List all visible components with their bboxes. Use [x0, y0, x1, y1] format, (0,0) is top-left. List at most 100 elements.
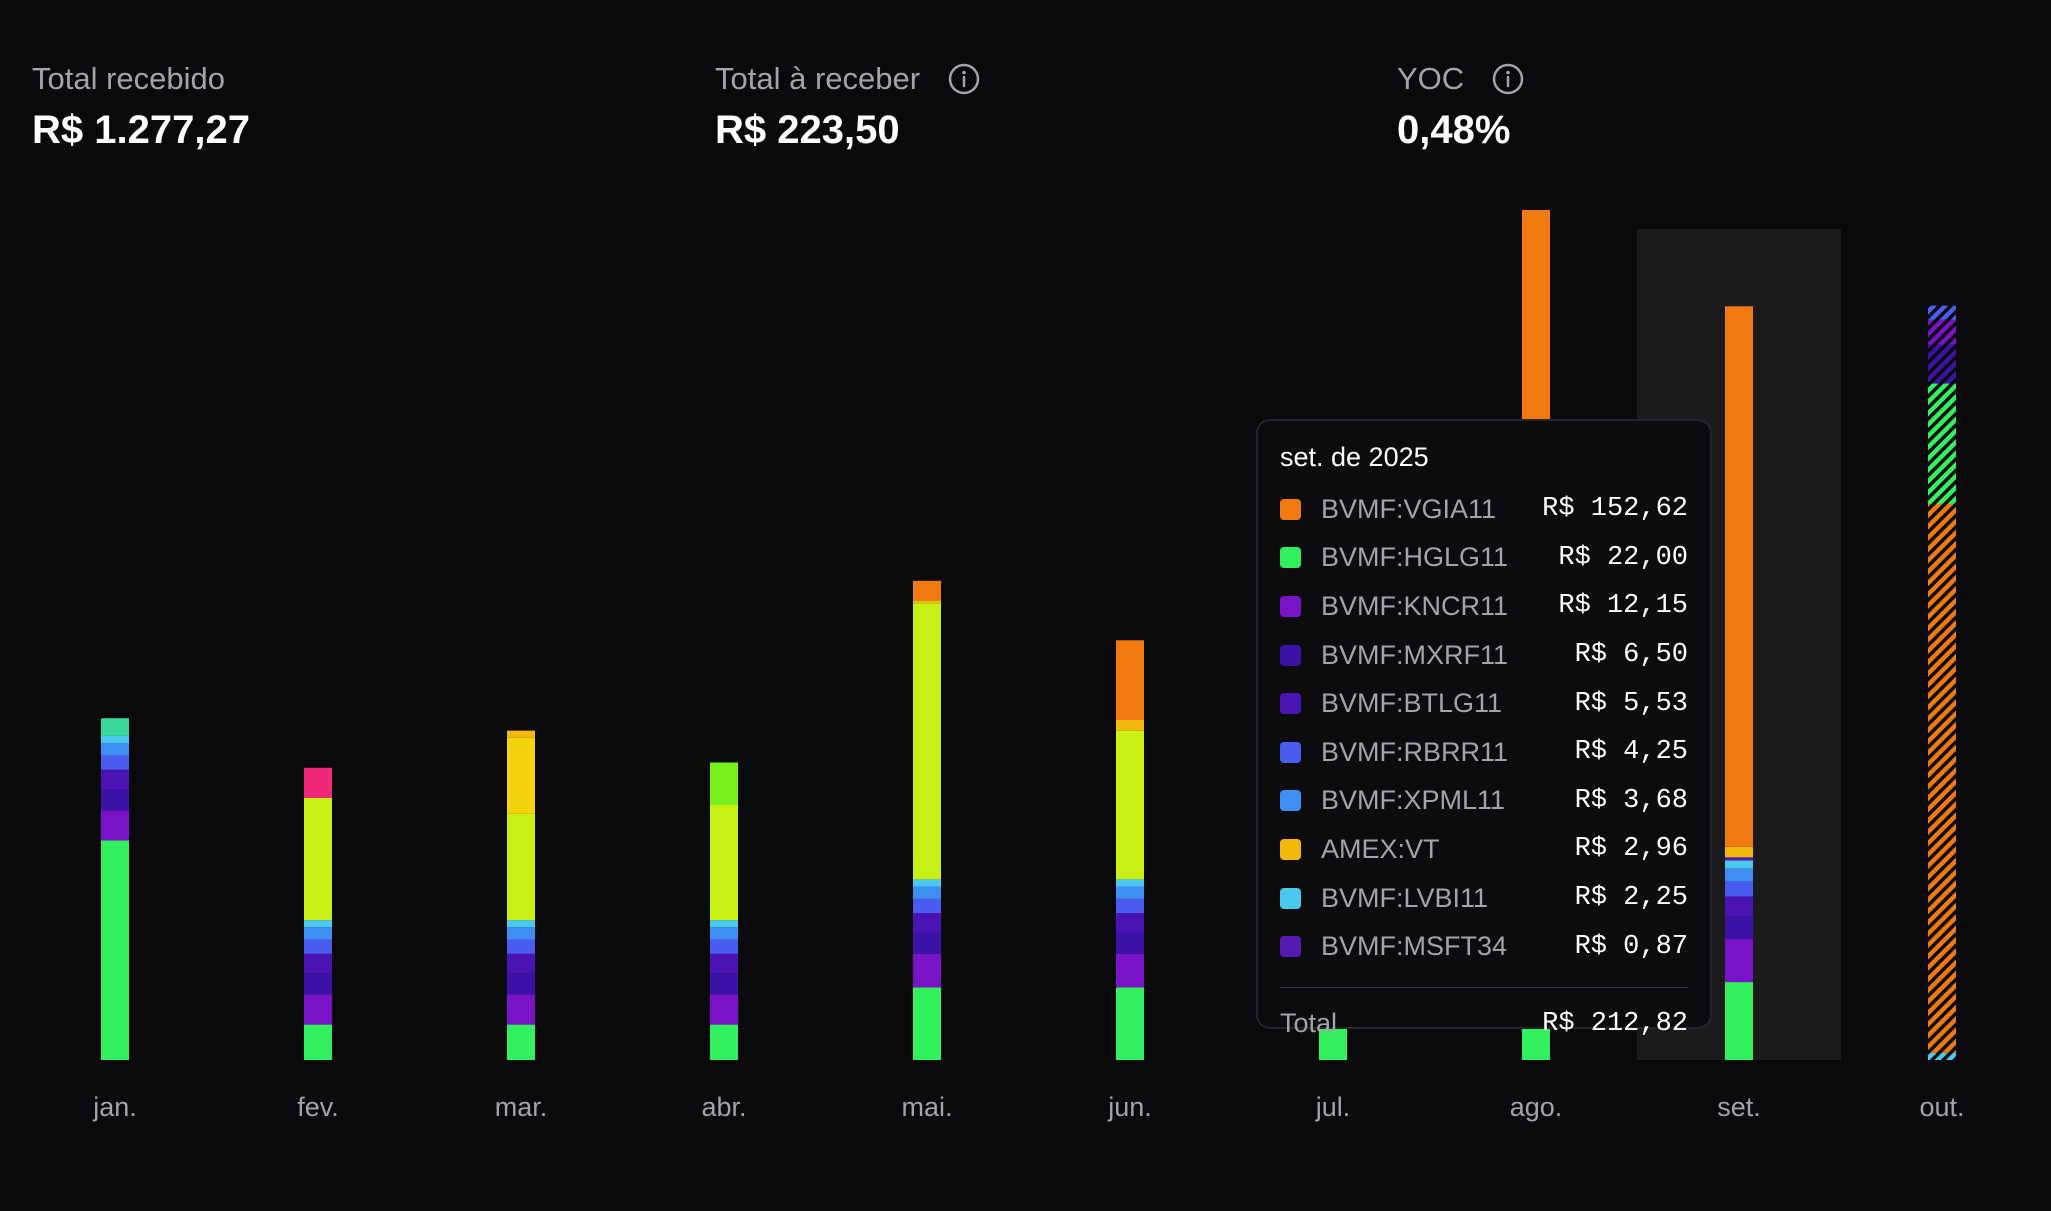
bar-segment[interactable]	[507, 920, 535, 928]
bar-segment[interactable]	[304, 920, 332, 928]
bar-segment[interactable]	[913, 879, 941, 887]
tooltip-row-name: BVMF:KNCR11	[1321, 590, 1509, 621]
bar-segment[interactable]	[101, 840, 129, 1060]
bar-segment[interactable]	[507, 813, 535, 921]
bar-segment[interactable]	[1116, 879, 1144, 887]
stat-yoc-label: YOC	[1397, 61, 1465, 96]
legend-swatch	[1280, 547, 1301, 569]
bar-segment[interactable]	[101, 718, 129, 736]
tooltip-row-name: BVMF:MXRF11	[1321, 639, 1509, 670]
bar-segment[interactable]	[913, 580, 941, 601]
bar-segment[interactable]	[1116, 913, 1144, 933]
bar-segment[interactable]	[304, 973, 332, 995]
bar-segment[interactable]	[1116, 730, 1144, 880]
bar-segment[interactable]	[710, 927, 738, 940]
bar-segment[interactable]	[507, 994, 535, 1025]
tooltip-row-value: R$ 0,87	[1574, 931, 1688, 962]
bar-segment[interactable]	[1116, 640, 1144, 720]
tooltip-divider	[1280, 986, 1688, 988]
x-tick-label: mar.	[495, 1092, 548, 1122]
bar-segment[interactable]	[1725, 846, 1753, 858]
bar-segment[interactable]	[710, 920, 738, 928]
bar-segment[interactable]	[101, 755, 129, 770]
bar-segment[interactable]	[913, 886, 941, 899]
bar-segment[interactable]	[710, 939, 738, 954]
bar-segment[interactable]	[1116, 720, 1144, 731]
bar-segment[interactable]	[304, 953, 332, 974]
bar-segment[interactable]	[1928, 383, 1956, 504]
bar-segment[interactable]	[1725, 982, 1753, 1060]
bar-segment[interactable]	[1725, 896, 1753, 917]
tooltip-row: BVMF:BTLG11 R$ 5,53	[1280, 679, 1688, 728]
bar-segment[interactable]	[1116, 932, 1144, 954]
x-tick-label: jun.	[1107, 1092, 1152, 1122]
bar-segment[interactable]	[507, 1024, 535, 1060]
bar-segment[interactable]	[913, 932, 941, 954]
bar-segment[interactable]	[507, 730, 535, 738]
bar-segment[interactable]	[1725, 916, 1753, 940]
bar-segment[interactable]	[101, 769, 129, 790]
bar-segment[interactable]	[710, 762, 738, 806]
tooltip-row-value: R$ 12,15	[1558, 591, 1688, 622]
tooltip-row-value: R$ 2,96	[1574, 834, 1688, 865]
tooltip-row: BVMF:XPML11 R$ 3,68	[1280, 777, 1688, 826]
tooltip-row: BVMF:MSFT34 R$ 0,87	[1280, 922, 1688, 971]
info-icon[interactable]	[948, 63, 980, 95]
bar-segment[interactable]	[913, 603, 941, 880]
bar-segment[interactable]	[1116, 886, 1144, 899]
legend-swatch	[1280, 595, 1301, 617]
bar-segment[interactable]	[1928, 503, 1956, 1053]
bar-segment[interactable]	[913, 898, 941, 914]
bar-segment[interactable]	[101, 743, 129, 756]
bar-segment[interactable]	[1116, 898, 1144, 914]
bar-segment[interactable]	[304, 939, 332, 954]
bar-segment[interactable]	[1725, 881, 1753, 897]
bar-segment[interactable]	[507, 953, 535, 974]
tooltip-total-label: Total	[1280, 1008, 1338, 1039]
bar-segment[interactable]	[913, 987, 941, 1060]
info-icon[interactable]	[1492, 63, 1524, 95]
tooltip-row-name: AMEX:VT	[1321, 833, 1440, 864]
bar-segment[interactable]	[507, 927, 535, 940]
bar-segment[interactable]	[1725, 939, 1753, 983]
bar-segment[interactable]	[710, 973, 738, 995]
bar-segment[interactable]	[710, 805, 738, 921]
bar-segment[interactable]	[304, 994, 332, 1025]
bar-segment[interactable]	[1725, 868, 1753, 882]
bar-segment[interactable]	[101, 735, 129, 744]
stat-total-received-label: Total recebido	[32, 61, 226, 96]
bar-segment[interactable]	[507, 737, 535, 814]
bar-segment[interactable]	[304, 797, 332, 921]
bar-segment[interactable]	[507, 939, 535, 954]
bar-segment[interactable]	[101, 810, 129, 841]
tooltip-row: BVMF:MXRF11 R$ 6,50	[1280, 631, 1688, 680]
bar-segment[interactable]	[304, 767, 332, 798]
bar-segment[interactable]	[304, 1024, 332, 1060]
bar-segment[interactable]	[1725, 860, 1753, 869]
bar-segment[interactable]	[710, 994, 738, 1025]
bar-segment[interactable]	[1928, 1052, 1956, 1060]
bar-segment[interactable]	[1116, 987, 1144, 1060]
bar-segment[interactable]	[1928, 319, 1956, 345]
bar-segment[interactable]	[1928, 344, 1956, 384]
bar-segment[interactable]	[913, 953, 941, 988]
tooltip-title: set. de 2025	[1280, 442, 1429, 472]
legend-swatch	[1280, 644, 1301, 666]
bar-segment[interactable]	[710, 953, 738, 974]
x-tick-label: jul.	[1315, 1092, 1351, 1122]
bar-segment[interactable]	[101, 789, 129, 811]
bar-segment[interactable]	[1116, 953, 1144, 988]
bar-segment[interactable]	[304, 927, 332, 940]
legend-swatch	[1280, 790, 1301, 812]
bar-segment[interactable]	[913, 600, 941, 604]
bar-segment[interactable]	[913, 913, 941, 933]
bar-segment[interactable]	[710, 1024, 738, 1060]
x-tick-label: out.	[1919, 1092, 1964, 1122]
bar-segment[interactable]	[1725, 857, 1753, 861]
bar-segment[interactable]	[1725, 306, 1753, 847]
bar-segment[interactable]	[1928, 305, 1956, 320]
tooltip-row-name: BVMF:BTLG11	[1321, 688, 1503, 719]
tooltip-rows: BVMF:VGIA11 R$ 152,62 BVMF:HGLG11 R$ 22,00 B…	[1280, 485, 1688, 971]
tooltip-row: BVMF:KNCR11 R$ 12,15	[1280, 582, 1688, 631]
bar-segment[interactable]	[507, 973, 535, 995]
